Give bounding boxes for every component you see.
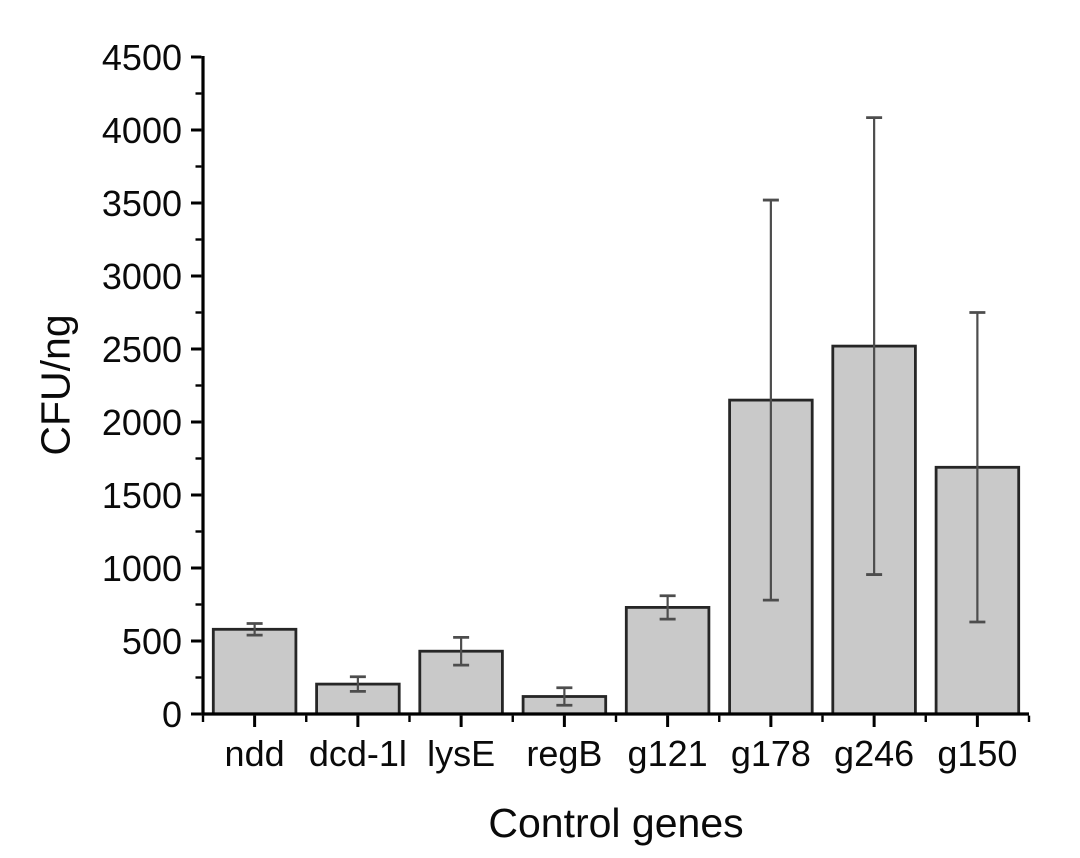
- bar-ndd: [211, 627, 298, 716]
- y-tick-label: 2000: [102, 402, 182, 443]
- x-category-label-lysE: lysE: [427, 733, 495, 774]
- x-category-label-regB: regB: [526, 733, 602, 774]
- y-tick-label: 4500: [102, 37, 182, 78]
- x-category-label-g246: g246: [834, 733, 914, 774]
- y-tick-label: 0: [162, 694, 182, 735]
- x-category-label-g150: g150: [937, 733, 1017, 774]
- y-tick-label: 3500: [102, 183, 182, 224]
- y-tick-label: 1500: [102, 475, 182, 516]
- y-tick-label: 1000: [102, 548, 182, 589]
- x-category-label-dcd-1l: dcd-1l: [309, 733, 407, 774]
- y-tick-label: 500: [122, 621, 182, 662]
- x-category-label-g178: g178: [731, 733, 811, 774]
- y-axis-title: CFU/ng: [32, 314, 79, 456]
- y-tick-label: 3000: [102, 256, 182, 297]
- y-tick-label: 2500: [102, 329, 182, 370]
- x-category-label-g121: g121: [628, 733, 708, 774]
- x-category-label-ndd: ndd: [225, 733, 285, 774]
- y-tick-label: 4000: [102, 110, 182, 151]
- x-axis-title: Control genes: [488, 800, 744, 846]
- bar-g121: [624, 606, 711, 716]
